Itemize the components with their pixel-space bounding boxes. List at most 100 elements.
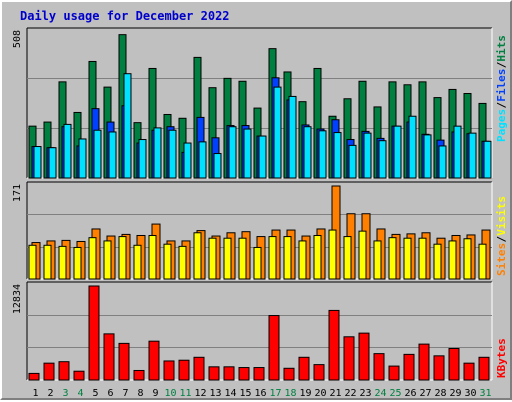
panel-3-ymax-label: 12834 bbox=[12, 284, 23, 314]
pages-bar-day-1 bbox=[33, 146, 42, 179]
sites-bar-day-11 bbox=[178, 245, 187, 280]
sites-bar-day-4 bbox=[73, 246, 82, 280]
sites-bar-day-19 bbox=[298, 240, 307, 280]
sites-bar-day-25 bbox=[388, 237, 397, 280]
sites-bar-day-12 bbox=[193, 232, 202, 280]
day-label-4: 4 bbox=[77, 388, 83, 399]
sites-bar-day-9 bbox=[148, 234, 157, 280]
sites-bar-day-26 bbox=[403, 237, 412, 280]
sites-bar-day-30 bbox=[463, 238, 472, 280]
day-label-19: 19 bbox=[299, 388, 311, 399]
kbytes-bar-day-7 bbox=[118, 342, 130, 381]
kbytes-bar-day-15 bbox=[238, 367, 250, 381]
sites-bar-day-21 bbox=[328, 229, 337, 280]
sites-bar-day-8 bbox=[133, 244, 142, 280]
kbytes-bar-day-22 bbox=[343, 336, 355, 381]
pages-bar-day-7 bbox=[123, 73, 132, 179]
sites-bar-day-2 bbox=[43, 244, 52, 280]
pages-bar-day-24 bbox=[378, 140, 387, 179]
pages-bar-day-18 bbox=[288, 95, 297, 179]
day-label-18: 18 bbox=[284, 388, 296, 399]
pages-bar-day-10 bbox=[168, 129, 177, 179]
day-label-7: 7 bbox=[122, 388, 128, 399]
pages-bar-day-8 bbox=[138, 139, 147, 179]
pages-bar-day-29 bbox=[453, 125, 462, 179]
kbytes-bar-day-5 bbox=[88, 285, 100, 381]
sites-bar-day-18 bbox=[283, 236, 292, 280]
kbytes-bar-day-27 bbox=[418, 343, 430, 381]
pages-bar-day-27 bbox=[423, 134, 432, 179]
pages-bar-day-16 bbox=[258, 135, 267, 179]
kbytes-bar-day-16 bbox=[253, 367, 265, 381]
pages-bar-day-14 bbox=[228, 126, 237, 179]
day-label-15: 15 bbox=[239, 388, 251, 399]
kbytes-bar-day-19 bbox=[298, 356, 310, 381]
day-label-14: 14 bbox=[224, 388, 236, 399]
kbytes-bar-day-23 bbox=[358, 332, 370, 381]
kbytes-bar-day-11 bbox=[178, 359, 190, 381]
pages-bar-day-17 bbox=[273, 86, 282, 179]
legend-kbytes: KBytes bbox=[495, 338, 508, 378]
sites-bar-day-17 bbox=[268, 236, 277, 280]
sites-bar-day-20 bbox=[313, 234, 322, 280]
day-label-9: 9 bbox=[152, 388, 158, 399]
pages-bar-day-12 bbox=[198, 141, 207, 179]
kbytes-bar-day-20 bbox=[313, 364, 325, 381]
day-label-16: 16 bbox=[254, 388, 266, 399]
pages-bar-day-2 bbox=[48, 147, 57, 179]
day-label-29: 29 bbox=[449, 388, 461, 399]
sites-bar-day-1 bbox=[28, 244, 37, 280]
pages-bar-day-5 bbox=[93, 129, 102, 179]
day-label-10: 10 bbox=[164, 388, 176, 399]
legend-hits: Hits bbox=[495, 35, 508, 62]
day-label-11: 11 bbox=[179, 388, 191, 399]
legend-sites: Sites bbox=[495, 243, 508, 276]
day-label-5: 5 bbox=[92, 388, 98, 399]
day-label-28: 28 bbox=[434, 388, 446, 399]
legend-separator: / bbox=[495, 61, 508, 68]
sites-bar-day-3 bbox=[58, 245, 67, 280]
kbytes-bar-day-8 bbox=[133, 369, 145, 381]
sites-bar-day-28 bbox=[433, 243, 442, 280]
sites-bar-day-6 bbox=[103, 240, 112, 280]
pages-bar-day-22 bbox=[348, 144, 357, 179]
day-label-13: 13 bbox=[209, 388, 221, 399]
sites-bar-day-22 bbox=[343, 236, 352, 280]
day-label-1: 1 bbox=[32, 388, 38, 399]
day-label-30: 30 bbox=[464, 388, 476, 399]
day-label-17: 17 bbox=[269, 388, 281, 399]
day-label-8: 8 bbox=[137, 388, 143, 399]
pages-bar-day-13 bbox=[213, 153, 222, 179]
pages-bar-day-25 bbox=[393, 125, 402, 179]
sites-bar-day-13 bbox=[208, 237, 217, 280]
day-label-6: 6 bbox=[107, 388, 113, 399]
pages-bar-day-3 bbox=[63, 123, 72, 179]
pages-bar-day-19 bbox=[303, 126, 312, 179]
legend-visits: Visits bbox=[495, 196, 508, 236]
day-label-3: 3 bbox=[62, 388, 68, 399]
pages-bar-day-11 bbox=[183, 142, 192, 179]
sites-bar-day-31 bbox=[478, 243, 487, 280]
pages-bar-day-28 bbox=[438, 145, 447, 179]
day-label-24: 24 bbox=[374, 388, 386, 399]
kbytes-bar-day-12 bbox=[193, 356, 205, 381]
sites-bar-day-15 bbox=[238, 237, 247, 280]
kbytes-bar-day-29 bbox=[448, 348, 460, 381]
legend-separator: / bbox=[495, 236, 508, 243]
sites-bar-day-5 bbox=[88, 237, 97, 280]
day-label-20: 20 bbox=[314, 388, 326, 399]
kbytes-bar-day-21 bbox=[328, 309, 340, 381]
day-label-12: 12 bbox=[194, 388, 206, 399]
kbytes-bar-day-13 bbox=[208, 366, 220, 381]
sites-bar-day-10 bbox=[163, 243, 172, 280]
day-label-26: 26 bbox=[404, 388, 416, 399]
sites-bar-day-27 bbox=[418, 237, 427, 280]
kbytes-bar-day-4 bbox=[73, 370, 85, 381]
kbytes-bar-day-24 bbox=[373, 353, 385, 381]
pages-bar-day-21 bbox=[333, 132, 342, 179]
pages-bar-day-20 bbox=[318, 130, 327, 179]
kbytes-bar-day-9 bbox=[148, 340, 160, 381]
kbytes-bar-day-25 bbox=[388, 365, 400, 381]
